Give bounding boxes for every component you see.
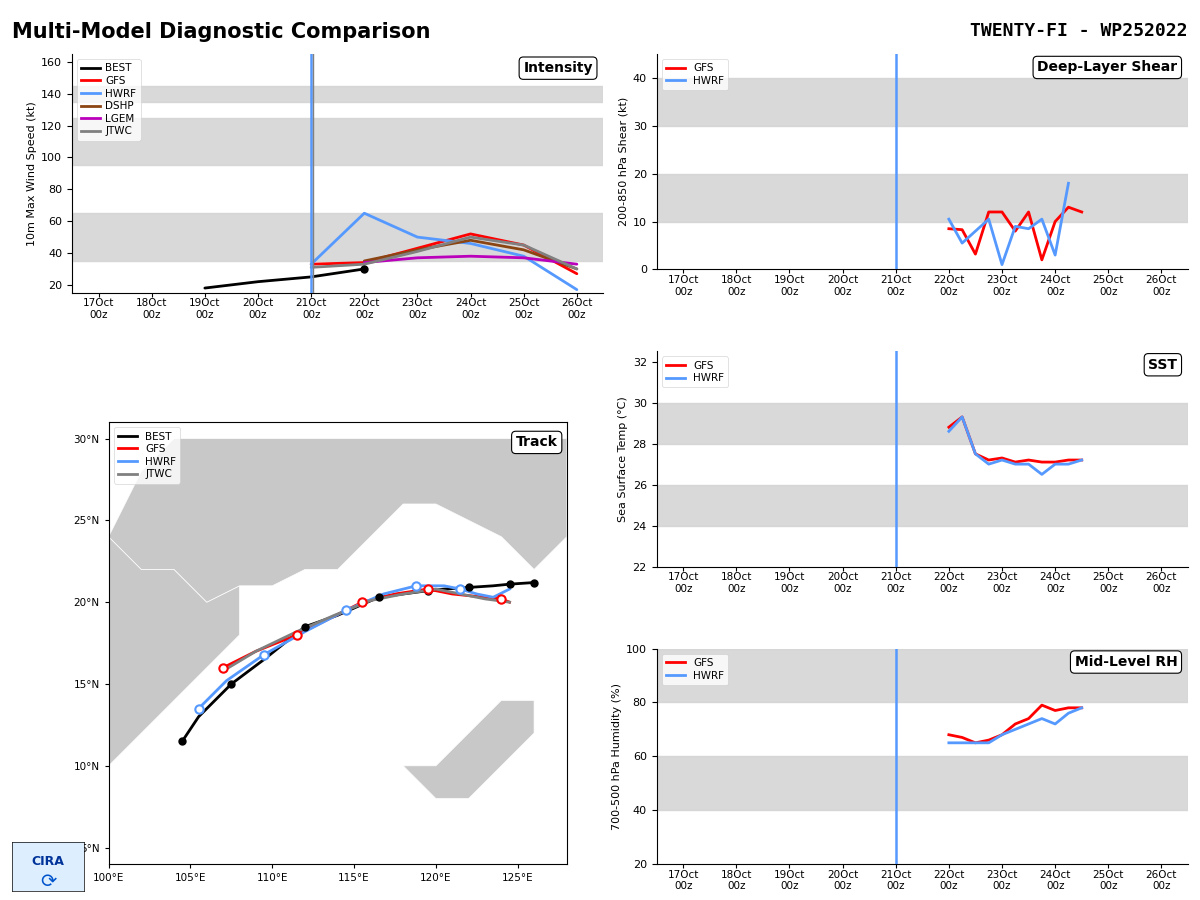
Legend: BEST, GFS, HWRF, JTWC: BEST, GFS, HWRF, JTWC	[114, 428, 180, 483]
Polygon shape	[109, 438, 566, 602]
Bar	[72, 118, 604, 166]
Y-axis label: 700-500 hPa Humidity (%): 700-500 hPa Humidity (%)	[612, 683, 622, 830]
Y-axis label: 200-850 hPa Shear (kt): 200-850 hPa Shear (kt)	[618, 97, 629, 226]
Bar	[656, 484, 1188, 526]
Polygon shape	[109, 536, 240, 766]
Bar	[656, 649, 1188, 702]
Legend: GFS, HWRF: GFS, HWRF	[661, 356, 728, 387]
Text: Intensity: Intensity	[523, 61, 593, 76]
Text: Multi-Model Diagnostic Comparison: Multi-Model Diagnostic Comparison	[12, 22, 431, 42]
Text: Mid-Level RH: Mid-Level RH	[1075, 655, 1177, 669]
Bar	[72, 86, 604, 102]
Bar	[656, 78, 1188, 126]
Bar	[656, 174, 1188, 221]
Y-axis label: Sea Surface Temp (°C): Sea Surface Temp (°C)	[618, 396, 629, 522]
Legend: GFS, HWRF: GFS, HWRF	[661, 59, 728, 90]
Bar	[656, 756, 1188, 810]
Text: CIRA: CIRA	[31, 855, 65, 868]
Text: Deep-Layer Shear: Deep-Layer Shear	[1037, 60, 1177, 75]
Text: SST: SST	[1148, 357, 1177, 372]
Legend: GFS, HWRF: GFS, HWRF	[661, 653, 728, 685]
Text: ⟳: ⟳	[40, 871, 56, 891]
Text: Track: Track	[516, 436, 558, 449]
Bar	[656, 402, 1188, 444]
Polygon shape	[403, 700, 534, 798]
Bar	[72, 213, 604, 261]
Y-axis label: 10m Max Wind Speed (kt): 10m Max Wind Speed (kt)	[26, 101, 37, 246]
Text: TWENTY-FI - WP252022: TWENTY-FI - WP252022	[971, 22, 1188, 40]
Legend: BEST, GFS, HWRF, DSHP, LGEM, JTWC: BEST, GFS, HWRF, DSHP, LGEM, JTWC	[77, 59, 140, 140]
